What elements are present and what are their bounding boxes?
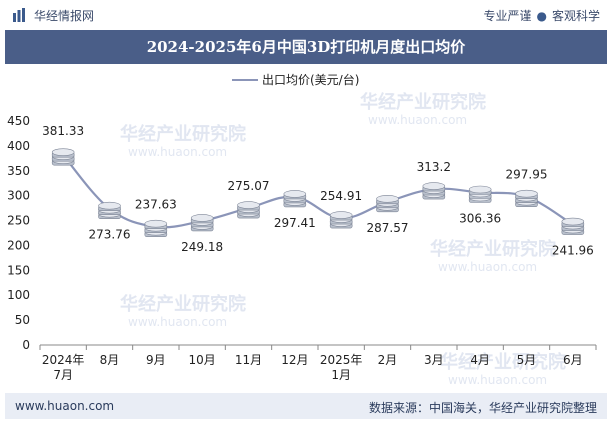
- coin-top: [422, 182, 446, 190]
- footer-bar: www.huaon.com 数据来源：中国海关，华经产业研究院整理: [5, 393, 607, 419]
- x-tick-label: 11月: [235, 353, 262, 367]
- data-point-marker: [376, 195, 399, 213]
- coin-top: [376, 195, 399, 203]
- coin-top: [468, 185, 492, 194]
- x-tick-label: 12月: [281, 353, 308, 367]
- coin-top: [51, 148, 75, 156]
- data-label: 287.57: [367, 221, 409, 235]
- x-tick-label: 3月: [424, 353, 444, 367]
- data-label: 273.76: [89, 228, 131, 242]
- y-tick-label: 0: [22, 338, 30, 352]
- watermark-text: 华经产业研究院: [120, 293, 246, 315]
- data-point-marker: [468, 185, 492, 203]
- legend: 出口均价(美元/台): [232, 72, 359, 87]
- watermark-text: 华经产业研究院: [430, 238, 556, 260]
- data-point-marker: [422, 182, 446, 200]
- x-tick-label: 2025年 1月: [320, 353, 363, 382]
- watermark-url: www.huaon.com: [438, 260, 537, 274]
- slogan-left: 专业严谨: [483, 9, 532, 23]
- x-tick-label: 2月: [378, 353, 398, 367]
- huajing-logo-icon: [13, 8, 25, 22]
- footer-website[interactable]: www.huaon.com: [15, 399, 115, 413]
- coin-top: [329, 211, 353, 219]
- coin-top: [237, 201, 260, 209]
- data-point-marker: [237, 201, 260, 219]
- x-tick-label: 4月: [470, 353, 490, 367]
- data-point-marker: [190, 214, 214, 232]
- coin-top: [98, 201, 121, 210]
- data-point-marker: [329, 211, 353, 229]
- top-bar: 华经情报网 专业严谨 ● 客观科学: [0, 0, 612, 30]
- data-label: 254.91: [320, 189, 362, 203]
- y-tick-label: 200: [7, 238, 30, 252]
- coin-top: [144, 219, 168, 228]
- data-point-marker: [515, 189, 538, 207]
- coin-top: [561, 217, 585, 226]
- data-label: 313.2: [417, 160, 451, 174]
- watermark-url: www.huaon.com: [448, 373, 547, 387]
- coin-top: [190, 214, 214, 222]
- data-label: 249.18: [181, 240, 223, 254]
- data-point-marker: [98, 201, 121, 220]
- data-label: 381.33: [42, 124, 84, 138]
- data-label: 297.95: [506, 168, 548, 182]
- data-point-marker: [561, 217, 585, 235]
- y-tick-label: 150: [7, 263, 30, 277]
- y-tick-label: 300: [7, 189, 30, 203]
- x-tick-label: 6月: [563, 353, 583, 367]
- data-point-marker: [283, 190, 307, 208]
- watermark-url: www.huaon.com: [128, 315, 227, 329]
- x-tick-label: 8月: [100, 353, 120, 367]
- slogan: 专业严谨 ● 客观科学: [483, 7, 600, 24]
- data-label: 241.96: [552, 244, 594, 258]
- data-label: 237.63: [135, 198, 177, 212]
- bullet-dot-icon: ●: [536, 9, 547, 23]
- data-label: 306.36: [459, 212, 501, 226]
- brand: 华经情报网: [12, 7, 94, 24]
- y-tick-label: 400: [7, 139, 30, 153]
- x-tick-label: 2024年 7月: [42, 353, 85, 382]
- x-tick-label: 10月: [189, 353, 216, 367]
- slogan-right: 客观科学: [551, 9, 600, 23]
- coin-top: [515, 189, 538, 198]
- site-name: 华经情报网: [34, 9, 95, 23]
- y-tick-label: 350: [7, 164, 30, 178]
- line-chart: 华经产业研究院www.huaon.com华经产业研究院www.huaon.com…: [7, 72, 597, 387]
- y-tick-label: 450: [7, 114, 30, 128]
- watermark-text: 华经产业研究院: [360, 91, 486, 113]
- y-tick-label: 250: [7, 214, 30, 228]
- y-tick-label: 50: [15, 313, 30, 327]
- data-point-marker: [144, 219, 168, 238]
- x-tick-label: 5月: [517, 353, 537, 367]
- y-tick-label: 100: [7, 288, 30, 302]
- chart-title: 2024-2025年6月中国3D打印机月度出口均价: [5, 30, 607, 64]
- data-label: 297.41: [274, 216, 316, 230]
- watermark-text: 华经产业研究院: [120, 123, 246, 145]
- watermark-text: 华经产业研究院: [440, 351, 566, 373]
- legend-label: 出口均价(美元/台): [262, 72, 359, 87]
- data-point-marker: [51, 148, 75, 166]
- x-tick-label: 9月: [146, 353, 166, 367]
- coin-top: [283, 190, 307, 198]
- footer-source: 数据来源：中国海关，华经产业研究院整理: [368, 401, 597, 415]
- watermark-url: www.huaon.com: [368, 113, 467, 127]
- data-label: 275.07: [228, 179, 270, 193]
- watermark-url: www.huaon.com: [128, 145, 227, 159]
